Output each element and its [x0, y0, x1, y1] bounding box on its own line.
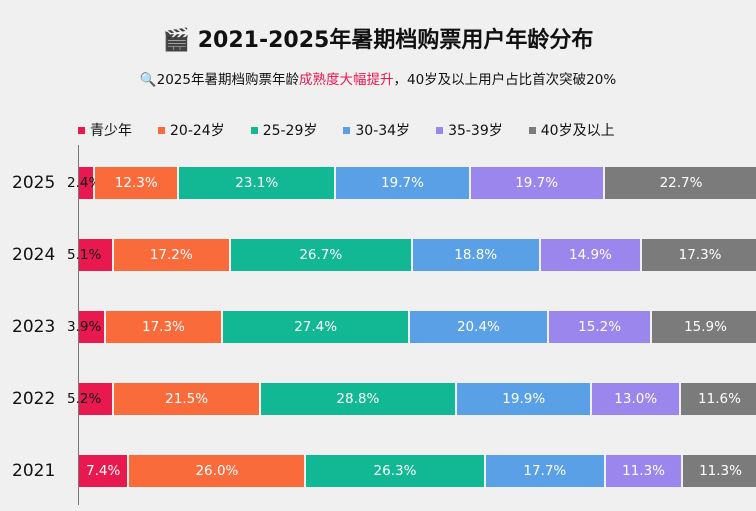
bar-row: 2024 5.1% 17.2% 26.7% 18.8% 14.9% 17.3% [0, 239, 756, 271]
legend-label: 40岁及以上 [540, 123, 615, 139]
bar-segment: 11.6% [681, 383, 756, 415]
data-label: 17.3% [678, 247, 722, 263]
bar-segment: 23.1% [179, 167, 335, 199]
bar-segment: 17.3% [105, 311, 222, 343]
legend-swatch [158, 126, 165, 134]
bar-segment: 5.1% [67, 239, 112, 271]
bar-segment: 26.0% [129, 455, 305, 487]
bar-segment: 22.7% [604, 167, 756, 199]
legend-item: 35-39岁 [436, 120, 503, 140]
legend: 青少年 20-24岁 25-29岁 30-34岁 35-39岁 40岁及以上 [78, 120, 615, 140]
bar-row: 2023 3.9% 17.3% 27.4% 20.4% 15.2% 15.9% [0, 311, 756, 343]
data-label: 19.9% [502, 391, 546, 407]
data-label: 13.0% [614, 391, 658, 407]
bar-segment: 18.8% [412, 239, 539, 271]
legend-label: 30-34岁 [355, 123, 411, 139]
legend-label: 35-39岁 [448, 123, 503, 139]
bar-segment: 3.9% [67, 311, 104, 343]
data-label: 5.2% [67, 391, 102, 407]
data-label: 5.1% [67, 247, 102, 263]
data-label: 17.7% [523, 463, 567, 479]
data-label: 19.7% [381, 175, 424, 191]
bar-segment: 28.8% [260, 383, 455, 415]
legend-swatch [528, 126, 536, 134]
data-label: 26.3% [373, 463, 417, 479]
legend-label: 20-24岁 [170, 123, 225, 139]
bar-segment: 14.9% [540, 239, 641, 271]
bar-row: 2025 2.4% 12.3% 23.1% 19.7% 19.7% 22.7% [0, 167, 756, 199]
legend-swatch [343, 126, 351, 134]
bar-segment: 2.4% [67, 167, 101, 199]
data-label: 21.5% [165, 391, 209, 407]
y-tick-label: 2024 [12, 245, 56, 265]
bar-segment: 27.4% [223, 311, 408, 343]
legend-item: 40岁及以上 [528, 120, 615, 140]
bar-segment: 20.4% [409, 311, 547, 343]
bar-segment: 26.3% [306, 455, 484, 487]
data-label: 27.4% [294, 319, 338, 335]
legend-swatch [250, 126, 258, 134]
bar-row: 2021 7.4% 26.0% 26.3% 17.7% 11.3% 11.3% [0, 455, 756, 487]
y-tick-label: 2022 [12, 389, 56, 409]
data-label: 28.8% [336, 391, 380, 407]
bar-segment: 11.3% [683, 455, 756, 487]
legend-swatch [436, 126, 444, 134]
data-label: 22.7% [659, 175, 703, 191]
bar-segment: 26.7% [230, 239, 411, 271]
data-label: 3.9% [67, 319, 102, 335]
bar-segment: 7.4% [79, 455, 128, 487]
data-label: 11.6% [698, 391, 741, 407]
data-label: 23.1% [235, 175, 279, 191]
data-label: 2.4% [67, 175, 102, 191]
data-label: 19.7% [515, 175, 559, 191]
data-label: 15.9% [684, 319, 727, 335]
y-tick-label: 2023 [12, 317, 56, 337]
y-tick-label: 2021 [12, 461, 56, 481]
data-label: 15.2% [578, 319, 622, 335]
data-label: 11.3% [699, 463, 742, 479]
bar-segment: 5.2% [67, 383, 113, 415]
data-label: 7.4% [86, 463, 121, 479]
bar-segment: 15.9% [652, 311, 756, 343]
clapperboard-icon: 🎬 [162, 28, 191, 53]
data-label: 18.8% [454, 247, 498, 263]
subtitle-highlight: 成熟度大幅提升 [298, 72, 394, 88]
bar-segment: 17.7% [485, 455, 605, 487]
legend-item: 30-34岁 [343, 120, 410, 140]
chart-subtitle: 🔍2025年暑期档购票年龄成熟度大幅提升，40岁及以上用户占比首次突破20% [139, 72, 617, 88]
bar-segment: 12.3% [95, 167, 178, 199]
legend-label: 青少年 [90, 123, 132, 139]
data-label: 20.4% [456, 319, 500, 335]
data-label: 14.9% [568, 247, 612, 263]
bar-segment: 13.0% [592, 383, 679, 415]
bar-segment: 19.9% [456, 383, 591, 415]
bar-segment: 11.3% [606, 455, 682, 487]
data-label: 17.3% [142, 319, 185, 335]
data-label: 26.7% [299, 247, 343, 263]
data-label: 26.0% [195, 463, 239, 479]
bar-segment: 17.3% [642, 239, 756, 271]
legend-item: 25-29岁 [250, 120, 318, 140]
bar-segment: 19.7% [470, 167, 603, 199]
y-tick-label: 2025 [12, 173, 56, 193]
bar-segment: 15.2% [548, 311, 651, 343]
bar-segment: 17.2% [113, 239, 229, 271]
bar-segment: 19.7% [336, 167, 469, 199]
legend-item: 青少年 [78, 120, 132, 140]
legend-swatch [78, 126, 85, 134]
data-label: 12.3% [114, 175, 158, 191]
y-axis-line [78, 145, 79, 505]
data-label: 17.2% [149, 247, 193, 263]
data-label: 11.3% [622, 463, 665, 479]
bar-segment: 21.5% [114, 383, 259, 415]
legend-label: 25-29岁 [262, 123, 318, 139]
magnifier-icon: 🔍 [139, 72, 157, 88]
legend-item: 20-24岁 [158, 120, 225, 140]
bar-row: 2022 5.2% 21.5% 28.8% 19.9% 13.0% 11.6% [0, 383, 756, 415]
chart-title: 🎬 2021-2025年暑期档购票用户年龄分布 [162, 28, 594, 53]
